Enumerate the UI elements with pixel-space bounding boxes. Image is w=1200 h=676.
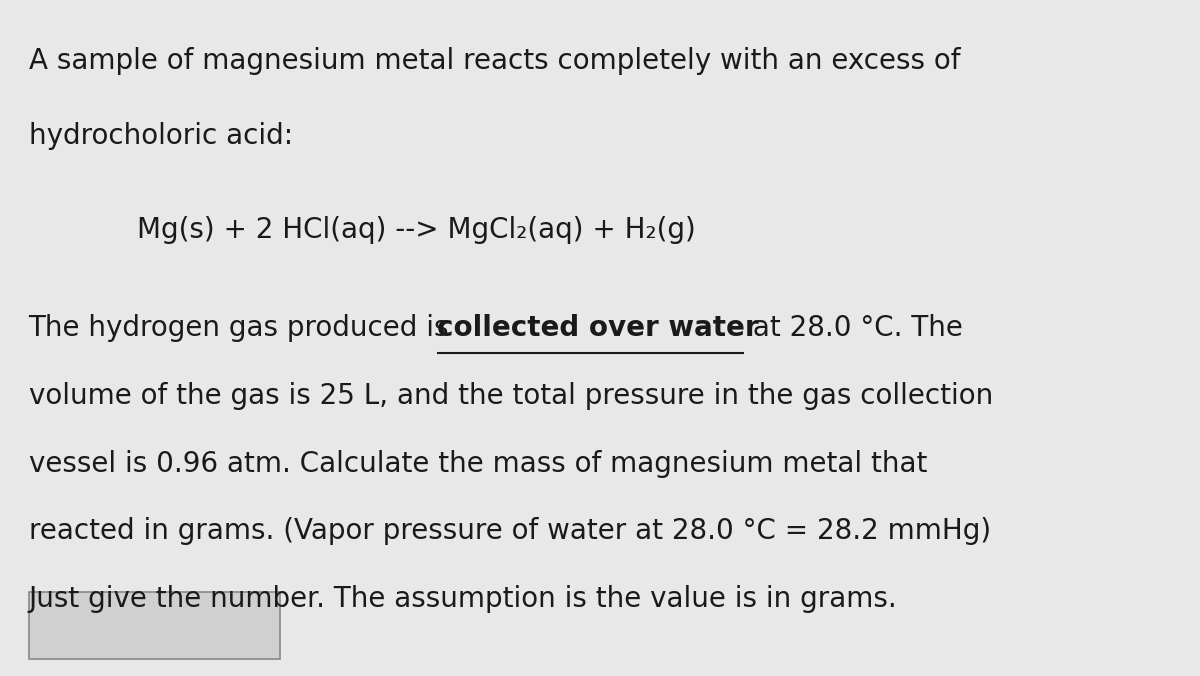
Text: The hydrogen gas produced is: The hydrogen gas produced is [29,314,458,342]
Text: Just give the number. The assumption is the value is in grams.: Just give the number. The assumption is … [29,585,898,612]
Text: vessel is 0.96 atm. Calculate the mass of magnesium metal that: vessel is 0.96 atm. Calculate the mass o… [29,450,926,477]
Text: volume of the gas is 25 L, and the total pressure in the gas collection: volume of the gas is 25 L, and the total… [29,382,992,410]
FancyBboxPatch shape [29,592,280,659]
Text: reacted in grams. (Vapor pressure of water at 28.0 °C = 28.2 mmHg): reacted in grams. (Vapor pressure of wat… [29,517,991,545]
Text: at 28.0 °C. The: at 28.0 °C. The [744,314,962,342]
Text: A sample of magnesium metal reacts completely with an excess of: A sample of magnesium metal reacts compl… [29,47,960,75]
Text: collected over water: collected over water [437,314,758,342]
Text: Mg(s) + 2 HCl(aq) --> MgCl₂(aq) + H₂(g): Mg(s) + 2 HCl(aq) --> MgCl₂(aq) + H₂(g) [137,216,696,244]
Text: hydrocholoric acid:: hydrocholoric acid: [29,122,293,149]
